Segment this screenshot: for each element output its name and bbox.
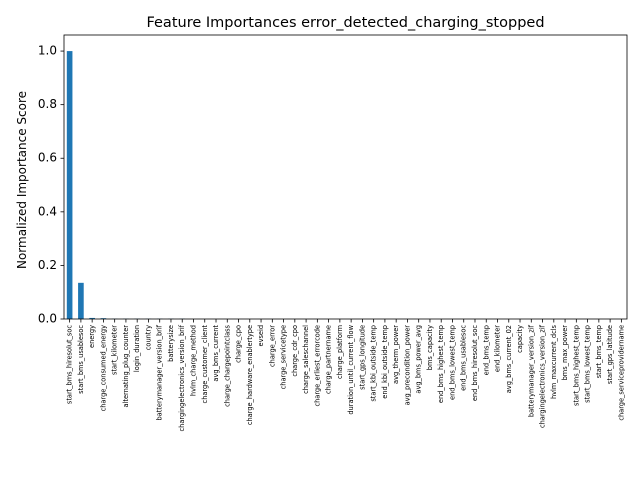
x-tick-label: bms_max_power xyxy=(561,325,569,381)
x-tick-label: charge_serviceprovidername xyxy=(617,325,625,421)
y-axis-label: Normalized Importance Score xyxy=(15,91,29,269)
x-tick-label: duration_until_current_flow xyxy=(347,324,355,414)
x-tick-label: avg_bms_current xyxy=(212,325,220,382)
x-tick-label: evseid xyxy=(257,325,265,346)
x-axis: start_bms_hiresolut_soc start_bms_usables… xyxy=(66,319,625,431)
x-tick-label: chargingelectronics_version_zif xyxy=(539,324,547,428)
x-tick-label: charge_hardware_enablertype xyxy=(246,325,254,425)
x-tick-label: start_kilometer xyxy=(111,325,119,375)
x-tick-label: start_gps_latitude xyxy=(606,325,614,384)
x-tick-label: end_bms_temp xyxy=(482,325,490,375)
x-tick-label: batterymanager_version_brif xyxy=(156,324,164,420)
x-tick-label: charge_customer_client xyxy=(201,325,209,404)
x-tick-label: charge_error xyxy=(268,325,276,367)
x-tick-label: bms_capacity xyxy=(426,325,434,370)
x-tick-label: end_bms_lowest_temp xyxy=(448,325,456,400)
x-tick-label: charge_consumed_energy xyxy=(99,325,107,411)
y-tick-label: 0.4 xyxy=(38,204,57,218)
y-tick-label: 0.6 xyxy=(38,151,57,165)
x-tick-label: batterymanager_version_zif xyxy=(527,324,535,417)
x-tick-label: chargingelectronics_version_brif xyxy=(178,324,186,431)
x-tick-label: end_bms_highest_temp xyxy=(437,325,445,403)
x-tick-label: start_bms_hiresolut_soc xyxy=(66,325,74,404)
x-tick-label: charge_cpo xyxy=(235,325,243,363)
x-tick-label: capacity xyxy=(516,325,524,353)
y-tick-label: 0.0 xyxy=(38,312,57,326)
x-tick-label: charge_chargepointclass xyxy=(223,324,231,406)
x-tick-label: start_bms_lowest_temp xyxy=(584,325,592,403)
x-tick-label: start_bms_highest_temp xyxy=(572,325,580,406)
plot-frame xyxy=(63,34,628,320)
x-tick-label: login_duration xyxy=(133,325,141,372)
x-tick-label: end_bms_usablesoc xyxy=(460,325,468,391)
x-tick-label: charge_partnername xyxy=(325,325,333,394)
x-tick-label: avg_therm_power xyxy=(392,325,400,384)
bars-group xyxy=(66,51,186,319)
x-tick-label: avg_bms_power_avg xyxy=(415,325,423,394)
chart-title: Feature Importances error_detected_charg… xyxy=(146,15,544,31)
x-tick-label: end_bms_hiresolut_soc xyxy=(471,325,479,402)
bar-start_bms_hiresolut_soc xyxy=(66,51,73,319)
bar-energy xyxy=(89,317,95,319)
x-tick-label: avg_precondition_power xyxy=(403,325,411,406)
x-tick-label: alternating_plug_counter xyxy=(122,325,130,408)
y-tick-label: 0.2 xyxy=(38,258,57,272)
bar-start_bms_usablesoc xyxy=(78,282,84,319)
x-tick-label: energy xyxy=(88,325,96,348)
x-tick-label: start_gps_longitude xyxy=(358,325,366,390)
x-tick-label: charge_servicetype xyxy=(280,325,288,389)
x-tick-label: start_kbi_outside_temp xyxy=(370,325,378,402)
y-axis: 0.0 0.2 0.4 0.6 0.8 1.0 xyxy=(38,44,64,326)
x-tick-label: batterysize xyxy=(167,325,175,362)
x-tick-label: charge_erliest_errorcode xyxy=(313,325,321,407)
x-tick-label: country xyxy=(144,325,152,350)
x-tick-label: hvlm_charge_method xyxy=(189,325,197,396)
x-tick-label: hvlm_maxcurrent_dcls xyxy=(550,324,558,399)
y-tick-label: 0.8 xyxy=(38,97,57,111)
x-tick-label: charge_platform xyxy=(336,325,344,379)
x-tick-label: end_kbi_outside_temp xyxy=(381,325,389,399)
x-tick-label: start_bms_usablesoc xyxy=(77,325,85,394)
x-tick-label: start_bms_temp xyxy=(595,325,603,378)
y-tick-label: 1.0 xyxy=(38,44,57,58)
x-tick-label: charge_cdr_cpo xyxy=(291,325,299,377)
x-tick-label: avg_bms_current_02 xyxy=(505,325,513,393)
x-tick-label: end_kilometer xyxy=(494,325,502,372)
x-tick-label: charge_saleschannel xyxy=(302,325,310,394)
